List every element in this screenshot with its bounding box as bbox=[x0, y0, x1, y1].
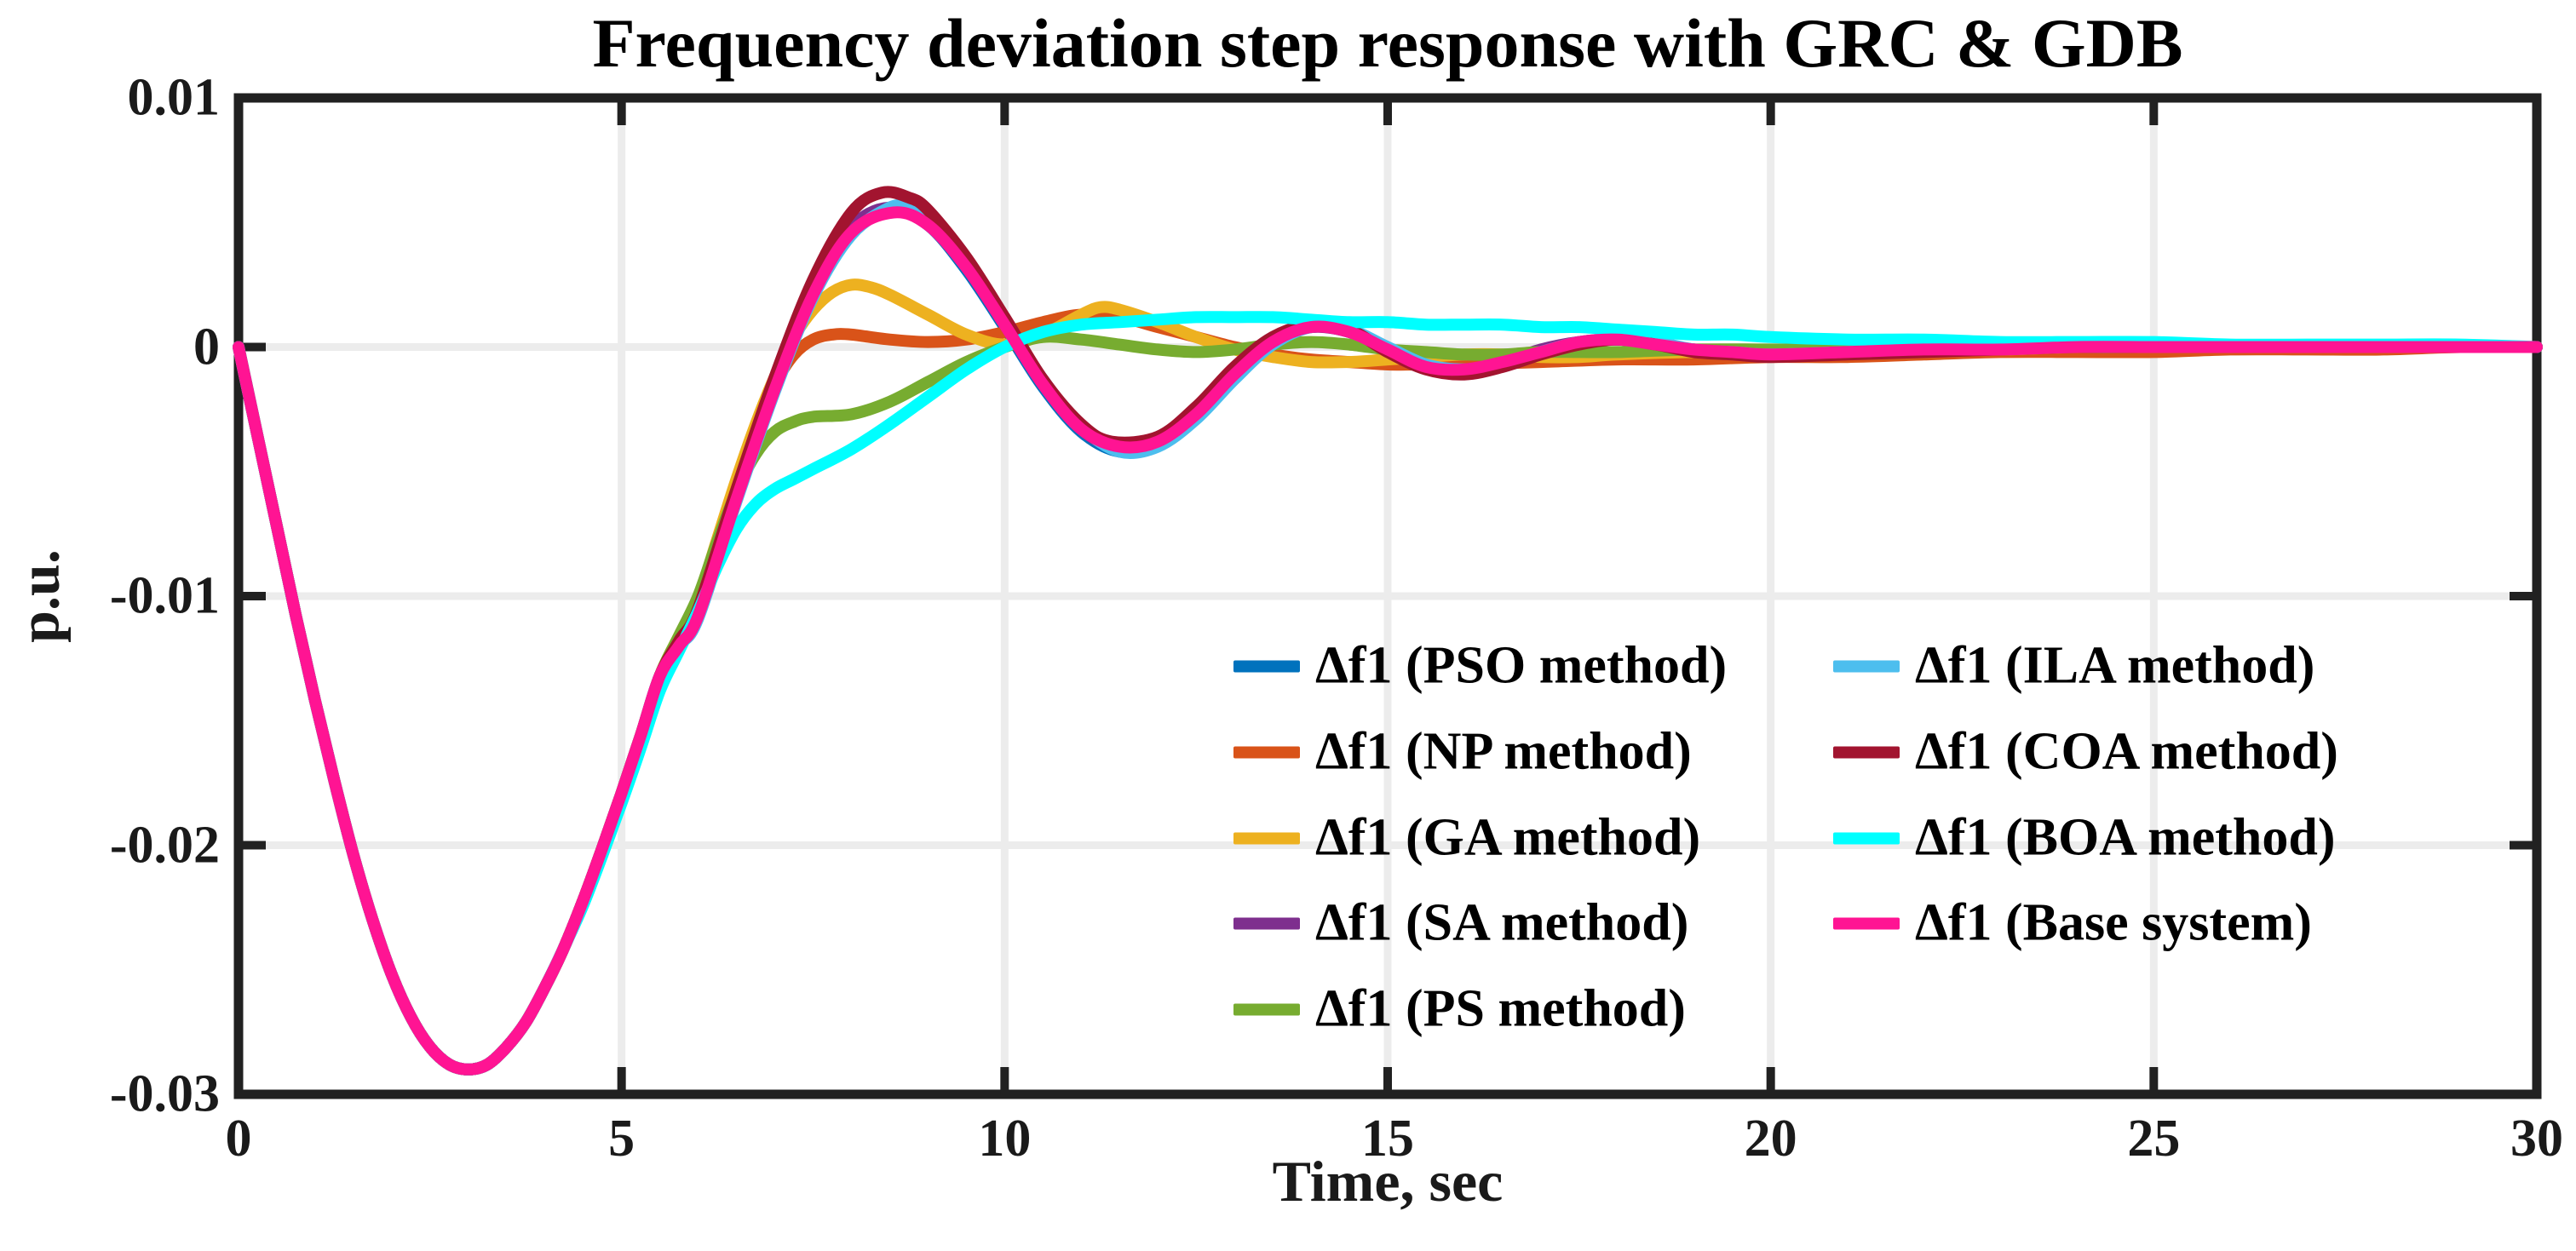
legend-label: Δf1 (ILA method) bbox=[1915, 636, 2315, 695]
legend-swatch-icon bbox=[1833, 832, 1900, 844]
x-tick-label: 10 bbox=[978, 1110, 1032, 1168]
legend-swatch-icon bbox=[1233, 1003, 1300, 1015]
legend-swatch-icon bbox=[1833, 660, 1900, 672]
legend-label: Δf1 (COA method) bbox=[1915, 722, 2338, 781]
legend-label: Δf1 (NP method) bbox=[1315, 722, 1692, 781]
legend-label: Δf1 (PS method) bbox=[1315, 979, 1686, 1038]
legend-item: Δf1 (PS method) bbox=[1233, 979, 1686, 1040]
legend-label: Δf1 (GA method) bbox=[1315, 808, 1701, 867]
y-tick-label: 0.01 bbox=[127, 68, 221, 127]
x-tick-label: 15 bbox=[1361, 1110, 1414, 1168]
legend-item: Δf1 (SA method) bbox=[1233, 893, 1688, 954]
y-tick-label: -0.02 bbox=[109, 816, 220, 874]
legend-label: Δf1 (Base system) bbox=[1915, 893, 2312, 952]
legend-swatch-icon bbox=[1233, 917, 1300, 929]
x-tick-label: 5 bbox=[608, 1110, 635, 1168]
chart-title: Frequency deviation step response with G… bbox=[592, 4, 2183, 82]
x-tick-label: 0 bbox=[225, 1110, 252, 1168]
legend-swatch-icon bbox=[1233, 660, 1300, 672]
legend-swatch-icon bbox=[1833, 917, 1900, 929]
legend-swatch-icon bbox=[1233, 832, 1300, 844]
legend-label: Δf1 (PSO method) bbox=[1315, 636, 1728, 695]
legend-item: Δf1 (ILA method) bbox=[1833, 636, 2314, 697]
legend-swatch-icon bbox=[1233, 746, 1300, 758]
y-tick-label: -0.03 bbox=[109, 1064, 220, 1123]
legend-item: Δf1 (Base system) bbox=[1833, 893, 2312, 954]
y-tick-label: 0 bbox=[193, 318, 220, 376]
x-tick-label: 20 bbox=[1744, 1110, 1797, 1168]
x-axis-label: Time, sec bbox=[1272, 1149, 1504, 1214]
legend-item: Δf1 (PSO method) bbox=[1233, 636, 1727, 697]
series-line-9 bbox=[233, 206, 2543, 1076]
x-tick-label: 25 bbox=[2127, 1110, 2181, 1168]
y-axis-label: p.u. bbox=[6, 549, 72, 643]
legend-item: Δf1 (NP method) bbox=[1233, 722, 1692, 783]
legend-label: Δf1 (BOA method) bbox=[1915, 808, 2336, 867]
legend-item: Δf1 (BOA method) bbox=[1833, 808, 2336, 869]
legend-item: Δf1 (GA method) bbox=[1233, 808, 1700, 869]
y-tick-label: -0.01 bbox=[109, 566, 220, 625]
legend-label: Δf1 (SA method) bbox=[1315, 893, 1689, 952]
legend-item: Δf1 (COA method) bbox=[1833, 722, 2338, 783]
legend-swatch-icon bbox=[1833, 746, 1900, 758]
x-tick-label: 30 bbox=[2510, 1110, 2563, 1168]
